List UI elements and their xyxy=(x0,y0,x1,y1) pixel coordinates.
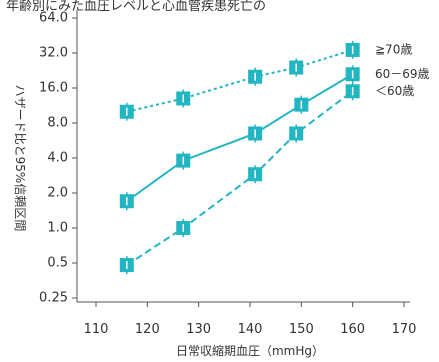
y-tick-label: 8.0 xyxy=(47,116,68,131)
y-axis-title: ハザード比と95%信頼区間 xyxy=(13,85,27,232)
y-tick-label: 16.0 xyxy=(39,81,68,96)
legend-label-series-2: 60－69歳 xyxy=(375,67,430,81)
clipped-title: 年齢別にみた血圧レベルと心血管疾患死亡の xyxy=(6,0,266,14)
x-axis-title: 日常収縮期血圧（mmHg） xyxy=(176,343,324,358)
y-tick-label: 32.0 xyxy=(39,46,68,61)
series-line xyxy=(126,73,354,203)
y-ticks: 0.25 0.5 1.0 2.0 4.0 8.0 16.0 32.0 64.0 xyxy=(39,11,77,306)
series-line xyxy=(126,48,353,113)
x-tick-label: 130 xyxy=(186,322,211,337)
axes xyxy=(76,10,410,303)
x-tick-label: 170 xyxy=(392,322,417,337)
legend-label-series-1: ≧70歳 xyxy=(375,42,412,56)
y-tick-label: 4.0 xyxy=(47,151,68,166)
x-ticks: 110 120 130 140 150 160 170 xyxy=(84,302,417,337)
series-3 xyxy=(119,82,360,275)
x-tick-label: 110 xyxy=(84,322,109,337)
x-tick-label: 160 xyxy=(340,322,365,337)
legend: ≧70歳 60－69歳 ＜60歳 xyxy=(375,42,430,97)
y-tick-label: 0.25 xyxy=(39,291,68,306)
series-1 xyxy=(119,40,360,121)
x-tick-label: 150 xyxy=(289,322,314,337)
y-tick-label: 64.0 xyxy=(39,11,68,26)
series-layer xyxy=(119,40,360,275)
y-tick-label: 1.0 xyxy=(47,221,68,236)
x-tick-label: 120 xyxy=(135,322,160,337)
y-tick-label: 0.5 xyxy=(47,256,68,271)
x-tick-label: 140 xyxy=(238,322,263,337)
series-line xyxy=(126,90,354,266)
legend-label-series-3: ＜60歳 xyxy=(375,84,414,98)
series-2 xyxy=(119,65,360,211)
y-tick-label: 2.0 xyxy=(47,186,68,201)
